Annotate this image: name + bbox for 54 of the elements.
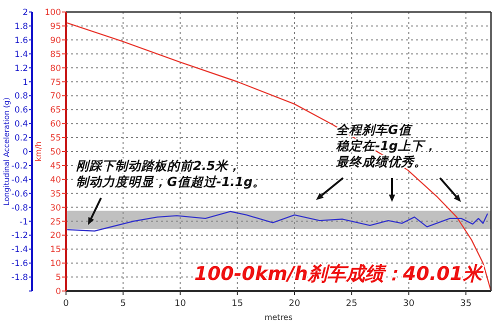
y2-tick-label: -1 <box>20 217 28 228</box>
y2-tick-label: -1.6 <box>11 259 28 270</box>
y2-tick-label: 1 <box>22 78 28 88</box>
y2-tick-label: -1.8 <box>11 273 28 284</box>
y-tick-label: 60 <box>50 120 61 130</box>
annotation: 制动力度明显，G值超过-1.1g。 <box>76 174 266 189</box>
x-tick-label: 5 <box>120 299 126 309</box>
y2-tick-label: -0.4 <box>11 175 28 186</box>
y2-tick-label: 0 <box>22 148 28 158</box>
x-axis-title: metres <box>264 313 293 322</box>
y-tick-label: 100 <box>44 8 61 18</box>
y-tick-label: 40 <box>50 175 61 186</box>
annotation: 100-0km/h刹车成绩：40.01米 <box>194 263 484 285</box>
y-tick-label: 90 <box>50 36 61 46</box>
y-tick-label: 85 <box>50 50 61 60</box>
y2-tick-label: 1.8 <box>14 22 28 32</box>
y2-tick-label: 0.6 <box>14 106 28 116</box>
y-axis-title: km/h <box>34 141 43 162</box>
y-tick-label: 10 <box>50 259 61 270</box>
y2-tick-label: 1.4 <box>14 50 28 60</box>
y2-tick-label: 0.8 <box>14 92 28 102</box>
y-tick-label: 55 <box>50 134 61 144</box>
y-tick-label: 80 <box>50 64 61 74</box>
y-tick-label: 70 <box>50 92 61 102</box>
y2-tick-label: -1.2 <box>11 231 28 242</box>
x-tick-label: 15 <box>232 299 244 309</box>
y-tick-label: 15 <box>50 245 61 256</box>
annotation: 刚踩下制动踏板的前2.5米， <box>76 158 242 173</box>
y-tick-label: 95 <box>50 22 61 32</box>
y2-tick-label: 0.4 <box>14 120 28 130</box>
y-tick-label: 65 <box>50 106 61 116</box>
x-tick-label: 0 <box>63 299 70 309</box>
y2-tick-label: -0.8 <box>11 203 28 214</box>
y2-tick-label: -0.2 <box>11 161 28 172</box>
x-tick-label: 20 <box>288 299 300 309</box>
y-tick-label: 45 <box>50 161 61 172</box>
y-tick-label: 5 <box>56 273 61 284</box>
y2-tick-label: -1.4 <box>11 245 28 256</box>
y2-tick-label: 1.6 <box>14 36 28 46</box>
x-tick-label: 35 <box>460 299 472 309</box>
y2-tick-label: 0.2 <box>14 134 28 144</box>
y-tick-label: 20 <box>50 231 61 242</box>
x-tick-label: 25 <box>346 299 358 309</box>
x-tick-label: 30 <box>403 299 415 309</box>
y-tick-label: 50 <box>50 148 61 158</box>
y-tick-label: 75 <box>50 78 61 88</box>
y-tick-label: 0 <box>56 287 61 297</box>
y-tick-label: 25 <box>50 217 61 228</box>
y-tick-label: 35 <box>50 189 61 200</box>
y2-tick-label: 2 <box>22 8 28 18</box>
y2-tick-label: -0.6 <box>11 189 28 200</box>
y-tick-label: 30 <box>50 203 61 214</box>
y2-tick-label: 1.2 <box>14 64 28 74</box>
x-tick-label: 10 <box>174 299 186 309</box>
